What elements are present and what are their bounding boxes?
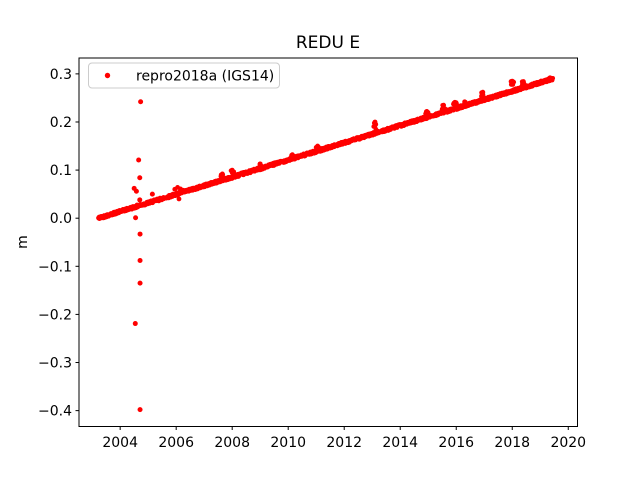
- tick-label: 2012: [326, 435, 362, 451]
- tick-label: 2020: [550, 435, 586, 451]
- tick-label: 2008: [214, 435, 250, 451]
- y-axis-label: m: [15, 235, 31, 249]
- plot-area-border: [78, 57, 578, 427]
- chart-title: REDU E: [296, 33, 360, 53]
- axis-ticks: 2004 2006 2008 2010 2012 2014 2016 2018 2020 0.3 0…: [38, 67, 586, 451]
- tick-label: −0.4: [38, 404, 72, 420]
- tick-label: 0.3: [50, 67, 72, 83]
- tick-label: 2016: [438, 435, 474, 451]
- legend: repro2018a (IGS14): [88, 62, 280, 89]
- legend-marker-icon: [104, 72, 111, 79]
- legend-box: [88, 62, 280, 89]
- tick-label: −0.1: [38, 259, 72, 275]
- tick-label: 2006: [158, 435, 194, 451]
- tick-label: 0.1: [50, 163, 72, 179]
- tick-label: −0.2: [38, 307, 72, 323]
- tick-label: 0.2: [50, 115, 72, 131]
- tick-label: 2014: [382, 435, 418, 451]
- data-points: [96, 75, 556, 413]
- legend-label: repro2018a (IGS14): [136, 69, 274, 85]
- tick-label: 2004: [102, 435, 138, 451]
- tick-label: 2010: [270, 435, 306, 451]
- tick-label: 0.0: [50, 211, 72, 227]
- tick-label: −0.3: [38, 356, 72, 372]
- tick-label: 2018: [494, 435, 530, 451]
